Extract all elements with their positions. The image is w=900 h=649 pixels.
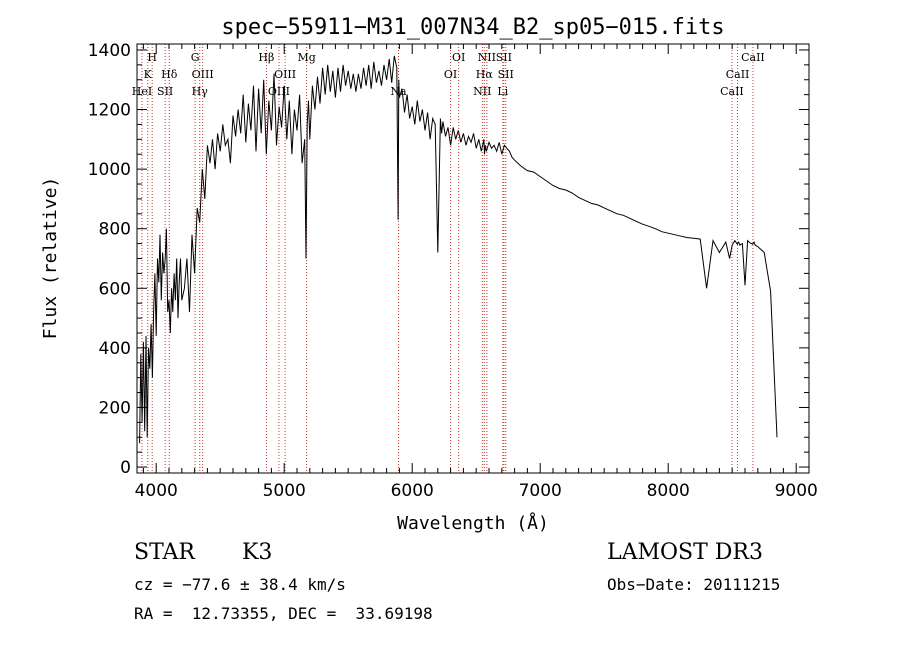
line-label: G	[191, 51, 200, 64]
line-label: HeI	[132, 85, 152, 98]
line-label: CaII	[726, 68, 750, 81]
line-label: Li	[497, 85, 508, 98]
y-tick-label: 0	[120, 458, 131, 478]
coordinates: RA = 12.73355, DEC = 33.69198	[134, 604, 433, 623]
line-label: K	[144, 68, 153, 81]
line-labels: HeIKHSIIHδGHγOIIIHβOIIIOIIIMgNaOIOINIIHα…	[132, 51, 765, 98]
survey-name: LAMOST DR3	[607, 540, 763, 565]
spectral-line-markers	[141, 44, 754, 473]
line-label: OIII	[274, 68, 296, 81]
line-label: OIII	[268, 85, 290, 98]
line-label: Hδ	[161, 68, 178, 81]
line-label: SII	[498, 68, 514, 81]
y-tick-label: 1400	[88, 41, 131, 61]
x-tick-label: 9000	[775, 481, 818, 501]
x-axis-label: Wavelength (Å)	[397, 512, 549, 534]
line-label: NII	[478, 51, 496, 64]
y-tick-label: 600	[99, 279, 131, 299]
object-subclass: K3	[242, 540, 273, 565]
x-tick-label: 5000	[263, 481, 306, 501]
x-tick-label: 4000	[135, 481, 178, 501]
y-tick-label: 800	[99, 220, 131, 240]
plot-frame	[136, 43, 810, 474]
y-tick-label: 200	[99, 398, 131, 418]
x-tick-label: 6000	[391, 481, 434, 501]
line-label: H	[147, 51, 157, 64]
line-label: SII	[496, 51, 512, 64]
line-label: OI	[444, 68, 457, 81]
line-label: Hβ	[258, 51, 274, 64]
line-label: OIII	[192, 68, 214, 81]
line-label: Mg	[297, 51, 315, 64]
spectrum-chart: 4000 5000 6000 7000 8000 9000 0 200 400 600 800 100…	[40, 15, 818, 534]
line-label: Hγ	[192, 85, 209, 98]
observation-date: Obs−Date: 20111215	[607, 575, 781, 594]
redshift-info: cz = −77.6 ± 38.4 km/s	[134, 575, 346, 594]
line-label: Hα	[476, 68, 494, 81]
x-tick-label: 8000	[647, 481, 690, 501]
chart-title: spec−55911−M31_007N34_B2_sp05−015.fits	[221, 15, 724, 40]
x-tick-label: 7000	[519, 481, 562, 501]
object-class: STAR	[134, 540, 195, 565]
line-label: NII	[473, 85, 491, 98]
spectrum-line	[139, 55, 778, 444]
y-tick-label: 1200	[88, 101, 131, 121]
line-label: OI	[452, 51, 465, 64]
axis-ticks: 4000 5000 6000 7000 8000 9000 0 200 400 600 800 100…	[88, 41, 818, 501]
y-axis-label: Flux (relative)	[40, 177, 61, 340]
line-label: CaII	[720, 85, 744, 98]
line-label: CaII	[741, 51, 765, 64]
line-label: SII	[157, 85, 173, 98]
line-label: Na	[390, 85, 407, 98]
y-tick-label: 1000	[88, 160, 131, 180]
y-tick-label: 400	[99, 339, 131, 359]
